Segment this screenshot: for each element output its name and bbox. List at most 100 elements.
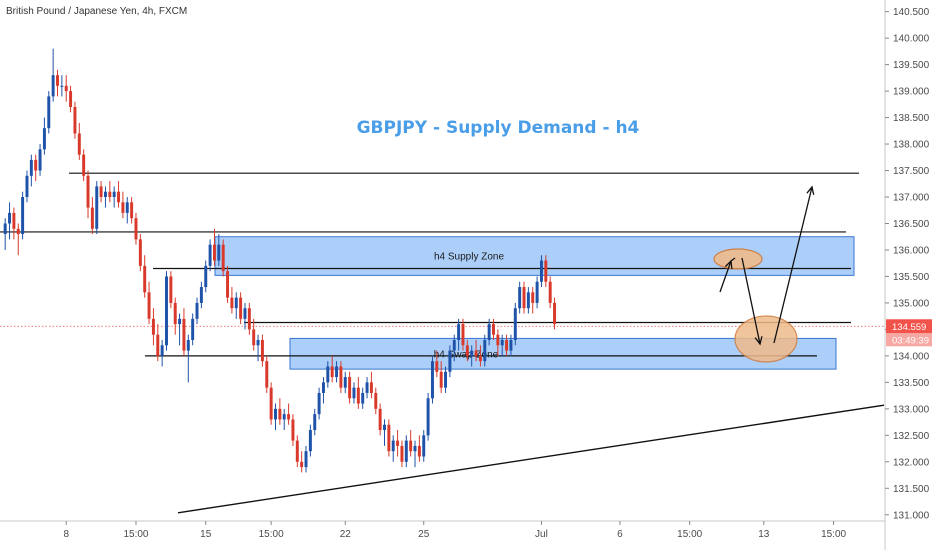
candle-body xyxy=(256,339,260,346)
candle-body xyxy=(496,334,500,346)
candle-body xyxy=(269,387,273,420)
candle-body xyxy=(199,287,203,303)
candle-body xyxy=(474,350,478,356)
y-tick-label: 140.500 xyxy=(893,7,930,18)
candle-body xyxy=(335,366,339,378)
candle-body xyxy=(461,324,465,346)
candle-body xyxy=(348,377,352,399)
candle-body xyxy=(99,186,103,198)
candle-body xyxy=(151,318,155,335)
countdown-tag xyxy=(886,333,932,347)
arrow-joint xyxy=(730,257,736,262)
candle-body xyxy=(38,149,42,171)
y-tick-label: 133.000 xyxy=(893,404,930,415)
candle-body xyxy=(138,239,142,266)
candle-body xyxy=(300,461,304,468)
candle-body xyxy=(339,366,343,388)
last-price-tag xyxy=(886,319,932,334)
candle-body xyxy=(317,392,321,415)
candle-body xyxy=(112,191,116,198)
candle-body xyxy=(343,377,347,388)
arrow-up-to-target-head xyxy=(806,185,815,195)
candle-body xyxy=(365,382,369,393)
candle-body xyxy=(247,308,251,330)
candle-body xyxy=(378,408,382,431)
arrow-up-to-supply xyxy=(719,260,732,293)
candle-body xyxy=(90,207,94,229)
candle-body xyxy=(548,281,552,303)
candle-body xyxy=(125,202,129,213)
candle-body xyxy=(374,392,378,409)
y-tick-label: 137.000 xyxy=(893,193,930,204)
candle-body xyxy=(274,408,277,420)
candle-body xyxy=(430,361,434,399)
candle-body xyxy=(457,324,461,340)
arrow-up-to-target xyxy=(773,186,813,344)
candle-body xyxy=(208,244,212,266)
candle-body xyxy=(500,339,504,346)
candle-body xyxy=(243,308,247,319)
candle-body xyxy=(73,106,77,134)
candle-body xyxy=(369,382,373,393)
candle-body xyxy=(29,159,33,176)
candle-body xyxy=(186,339,190,351)
y-tick-label: 138.000 xyxy=(893,140,930,151)
candle-body xyxy=(51,75,55,97)
candle-body xyxy=(522,287,526,309)
candle-body xyxy=(47,96,51,129)
candle-body xyxy=(330,366,334,378)
y-tick-label: 133.500 xyxy=(893,378,930,389)
candle-body xyxy=(265,361,269,388)
candle-body xyxy=(383,424,386,431)
y-tick-label: 135.500 xyxy=(893,272,930,283)
candle-body xyxy=(426,398,430,436)
y-tick-label: 137.500 xyxy=(893,166,930,177)
drawings-layer xyxy=(177,185,885,514)
candle-body xyxy=(169,276,173,303)
arrow-down-to-demand xyxy=(741,257,761,345)
candle-body xyxy=(356,387,360,404)
arrow-down-to-demand-head xyxy=(754,336,763,346)
candle-body xyxy=(25,175,29,198)
candle-body xyxy=(553,302,557,325)
y-tick-label: 132.000 xyxy=(893,457,930,468)
candle-body xyxy=(544,260,548,282)
x-tick-label: 22 xyxy=(340,529,352,540)
candle-body xyxy=(86,175,90,208)
candle-body xyxy=(326,366,330,383)
entry-ellipse xyxy=(734,315,798,363)
x-tick-label: 15:00 xyxy=(677,529,702,540)
candle-body xyxy=(291,419,295,441)
candle-body xyxy=(509,339,513,351)
candle-body xyxy=(226,271,230,298)
candle-body xyxy=(422,435,426,457)
candle-body xyxy=(42,128,46,150)
candle-body xyxy=(217,244,221,261)
candle-body xyxy=(400,445,404,462)
candle-body xyxy=(487,324,491,340)
candle-body xyxy=(492,324,495,335)
candle-body xyxy=(535,281,539,303)
candle-body xyxy=(452,339,456,351)
x-tick-label: 13 xyxy=(758,529,770,540)
x-tick-label: Jul xyxy=(535,529,548,540)
candle-body xyxy=(165,276,168,346)
candle-body xyxy=(361,392,365,404)
candle-body xyxy=(95,186,99,229)
candle-body xyxy=(444,371,448,388)
y-tick-label: 139.000 xyxy=(893,87,930,98)
candle-body xyxy=(505,339,509,351)
candle-body xyxy=(260,339,264,362)
candle-body xyxy=(396,440,400,446)
chart-title: GBPJPY - Supply Demand - h4 xyxy=(357,118,640,138)
candle-body xyxy=(470,350,474,356)
candle-body xyxy=(147,292,151,319)
countdown-label: 03:49:39 xyxy=(892,335,929,346)
trend-line xyxy=(177,404,885,514)
x-tick-label: 8 xyxy=(63,529,69,540)
candle-body xyxy=(221,244,225,272)
candle-body xyxy=(282,414,286,420)
candle-body xyxy=(117,191,121,203)
